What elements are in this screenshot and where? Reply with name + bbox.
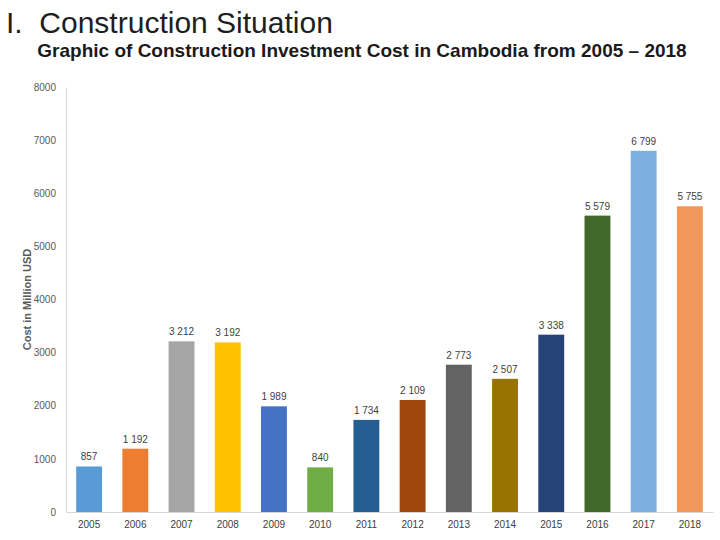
x-tick: 2011	[356, 512, 378, 530]
bar	[538, 335, 564, 512]
bar	[307, 467, 333, 512]
bar	[400, 400, 426, 512]
y-tick: 4000	[34, 294, 66, 305]
bar	[215, 342, 241, 512]
y-tick-label: 0	[50, 507, 56, 518]
data-label: 5 579	[585, 201, 610, 212]
x-tick-label: 2018	[679, 519, 702, 530]
page-heading: I. Construction Situation	[6, 6, 333, 39]
bar	[677, 206, 703, 512]
x-tick: 2012	[401, 512, 424, 530]
y-tick: 5000	[34, 241, 66, 252]
y-tick-label: 6000	[34, 188, 57, 199]
x-tick-label: 2008	[217, 519, 240, 530]
data-label: 3 338	[539, 320, 564, 331]
data-label: 5 755	[677, 191, 702, 202]
y-axis-title: Cost in Million USD	[21, 249, 33, 350]
x-tick-label: 2014	[494, 519, 517, 530]
data-label: 1 989	[261, 391, 286, 402]
x-tick: 2005	[78, 512, 101, 530]
x-tick: 2015	[540, 512, 563, 530]
x-tick-label: 2010	[309, 519, 332, 530]
x-tick: 2009	[263, 512, 286, 530]
y-tick-label: 4000	[34, 294, 57, 305]
bar	[631, 151, 657, 512]
x-tick: 2008	[217, 512, 240, 530]
x-tick: 2006	[124, 512, 147, 530]
x-tick-label: 2015	[540, 519, 563, 530]
y-tick: 2000	[34, 400, 66, 411]
x-tick: 2017	[633, 512, 656, 530]
x-tick: 2018	[679, 512, 702, 530]
x-axis: 2005 2006 2007 2008 2009 2010 2011 2012 2013 2014…	[67, 512, 714, 530]
bar	[585, 216, 611, 512]
data-label: 2 507	[493, 364, 518, 375]
bar	[492, 379, 518, 512]
x-tick-label: 2017	[633, 519, 656, 530]
x-tick-label: 2012	[401, 519, 424, 530]
y-tick: 1000	[34, 454, 66, 465]
plot: 0100020003000400050006000700080002005200…	[34, 82, 714, 530]
x-tick: 2010	[309, 512, 332, 530]
chart-title: Graphic of Construction Investment Cost …	[37, 40, 686, 61]
data-label: 1 734	[354, 405, 379, 416]
x-tick-label: 2005	[78, 519, 101, 530]
bar	[261, 406, 287, 512]
y-tick-label: 2000	[34, 400, 57, 411]
bar	[353, 420, 379, 512]
y-tick: 7000	[34, 135, 66, 146]
y-axis: 0 1000 2000 3000 4000 5000 6000 7000 8000	[34, 82, 67, 518]
x-tick-label: 2011	[356, 519, 378, 530]
data-label: 857	[81, 451, 98, 462]
bar	[122, 449, 148, 512]
x-tick-label: 2013	[448, 519, 471, 530]
x-tick-label: 2007	[170, 519, 193, 530]
data-label: 2 773	[446, 350, 471, 361]
y-tick-label: 1000	[34, 454, 57, 465]
data-labels: 857 1 192 3 212 3 192 1 989 840 1 734 2 109 2 77…	[81, 136, 703, 464]
x-axis-line	[67, 512, 714, 513]
bar	[169, 341, 195, 512]
data-label: 1 192	[123, 434, 148, 445]
y-tick-label: 3000	[34, 347, 57, 358]
chart: I. Construction SituationGraphic of Cons…	[0, 0, 720, 540]
y-axis-line	[66, 88, 67, 513]
data-label: 2 109	[400, 385, 425, 396]
data-label: 840	[312, 452, 329, 463]
x-tick-label: 2009	[263, 519, 286, 530]
x-tick: 2014	[494, 512, 517, 530]
x-tick: 2016	[586, 512, 609, 530]
bar	[446, 365, 472, 512]
data-label: 3 192	[215, 327, 240, 338]
bar	[76, 466, 102, 512]
y-tick-label: 7000	[34, 135, 57, 146]
data-label: 3 212	[169, 326, 194, 337]
bars	[76, 151, 703, 512]
y-tick: 0	[50, 507, 66, 518]
y-tick: 6000	[34, 188, 66, 199]
x-tick: 2007	[170, 512, 193, 530]
x-tick-label: 2006	[124, 519, 147, 530]
x-tick-label: 2016	[586, 519, 609, 530]
y-tick: 8000	[34, 82, 66, 93]
y-tick: 3000	[34, 347, 66, 358]
y-tick-label: 8000	[34, 82, 57, 93]
x-tick: 2013	[448, 512, 471, 530]
data-label: 6 799	[631, 136, 656, 147]
y-tick-label: 5000	[34, 241, 57, 252]
